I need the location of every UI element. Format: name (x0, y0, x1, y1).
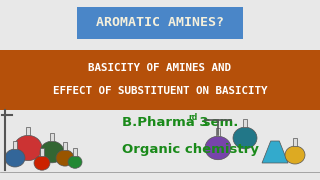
Text: AROMATIC AMINES?: AROMATIC AMINES? (96, 16, 224, 30)
Bar (73, 148, 77, 156)
Bar (26, 127, 30, 135)
Bar (13, 141, 17, 149)
Ellipse shape (40, 141, 64, 163)
Text: rd: rd (188, 113, 198, 122)
Text: sem.: sem. (198, 116, 238, 129)
Bar (40, 148, 44, 156)
Ellipse shape (34, 156, 50, 170)
Ellipse shape (233, 127, 257, 149)
Ellipse shape (5, 149, 25, 167)
Ellipse shape (14, 135, 42, 161)
Text: B.Pharma 3: B.Pharma 3 (122, 116, 208, 129)
Bar (243, 119, 247, 127)
Ellipse shape (68, 156, 82, 168)
Text: EFFECT OF SUBSTITUENT ON BASICITY: EFFECT OF SUBSTITUENT ON BASICITY (53, 86, 267, 96)
Bar (0, 50, 320, 110)
Ellipse shape (205, 136, 231, 160)
Bar (77, 7, 243, 39)
Ellipse shape (56, 150, 74, 166)
Ellipse shape (285, 146, 305, 164)
Bar (50, 133, 54, 141)
Text: Organic chemistry: Organic chemistry (122, 143, 259, 156)
Bar (216, 128, 220, 136)
Bar (63, 142, 67, 150)
Polygon shape (262, 141, 288, 163)
Bar (293, 138, 297, 146)
Text: BASICITY OF AMINES AND: BASICITY OF AMINES AND (89, 63, 231, 73)
